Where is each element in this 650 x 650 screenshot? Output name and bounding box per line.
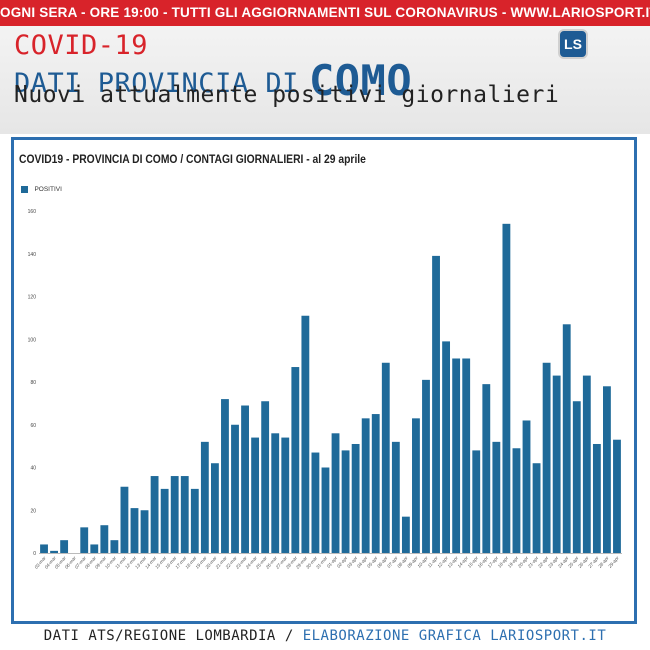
top-banner: OGNI SERA - ORE 19:00 - TUTTI GLI AGGIOR… (0, 0, 650, 26)
x-tick-label: 29-apr (607, 555, 620, 570)
title-province-prefix: DATI PROVINCIA DI (14, 68, 299, 99)
bar (170, 476, 179, 553)
bar (120, 486, 129, 553)
bar (100, 525, 109, 553)
footer-credit: ELABORAZIONE GRAFICA LARIOSPORT.IT (302, 628, 607, 644)
footer-separator: / (284, 628, 294, 644)
bar (190, 488, 199, 554)
bar (210, 463, 219, 553)
bar (130, 508, 139, 553)
lariosport-logo-icon: LS (558, 29, 588, 59)
bar (321, 467, 330, 553)
y-tick-label: 60 (30, 423, 36, 429)
y-tick-label: 80 (30, 380, 36, 386)
bar (532, 463, 541, 553)
bar (261, 401, 270, 553)
bar (381, 362, 390, 553)
bar (422, 379, 430, 553)
footer-source: DATI ATS/REGIONE LOMBARDIA (43, 628, 276, 644)
bar (291, 367, 300, 553)
chart-frame: COVID19 - PROVINCIA DI COMO / CONTAGI GI… (11, 137, 637, 624)
footer: DATI ATS/REGIONE LOMBARDIA / ELABORAZION… (0, 628, 650, 650)
bar (542, 362, 551, 553)
bar (562, 324, 571, 553)
bar (40, 544, 48, 553)
bar (150, 476, 159, 553)
bar (572, 401, 581, 553)
bar (251, 437, 260, 553)
y-tick-label: 160 (28, 209, 37, 215)
bar (442, 341, 451, 553)
bar (552, 375, 561, 553)
y-tick-label: 0 (33, 551, 36, 557)
header-area: COVID-19 DATI PROVINCIA DI COMO Nuovi at… (0, 26, 650, 134)
bar (60, 540, 69, 553)
x-tick-label: 23-apr (546, 555, 559, 570)
bar (472, 450, 481, 553)
bar (231, 424, 239, 553)
y-tick-label: 140 (28, 252, 37, 258)
chart-title: COVID19 - PROVINCIA DI COMO / CONTAGI GI… (19, 152, 366, 166)
title-province-city: COMO (308, 56, 413, 105)
bar (371, 414, 380, 553)
bar (271, 433, 280, 553)
bar (281, 437, 290, 553)
bar (361, 418, 370, 553)
bar (341, 450, 350, 553)
bar (492, 441, 501, 553)
bar (140, 510, 149, 553)
bar (502, 223, 511, 553)
x-tick-label: 31-mar (315, 555, 328, 570)
title-province: DATI PROVINCIA DI COMO (14, 53, 413, 105)
y-tick-label: 120 (28, 295, 37, 301)
y-tick-label: 40 (30, 466, 36, 472)
bar (592, 443, 601, 553)
bar (221, 399, 229, 553)
bar (160, 488, 169, 554)
title-subtitle: Nuovi attualmente positivi giornalieri (14, 82, 560, 108)
y-tick-label: 20 (30, 508, 36, 514)
bar (200, 441, 209, 553)
bar (512, 448, 521, 553)
bar (452, 358, 461, 553)
bar (412, 418, 420, 553)
y-tick-label: 100 (28, 337, 37, 343)
bar-chart: 02040608010012014016003-mar04-mar05-mar0… (28, 209, 622, 571)
bar (522, 420, 531, 553)
bar (331, 433, 340, 553)
bar (603, 386, 611, 553)
chart-legend: POSITIVI (21, 181, 62, 194)
legend-label: POSITIVI (34, 186, 62, 194)
bar (80, 527, 89, 553)
bar (582, 375, 591, 553)
bar (432, 255, 440, 553)
title-covid: COVID-19 (14, 30, 149, 61)
legend-swatch (21, 186, 28, 194)
bar (110, 540, 119, 553)
bar (241, 405, 249, 553)
bar (180, 476, 189, 553)
bar (311, 452, 320, 553)
bar (50, 550, 58, 553)
bar (401, 516, 410, 553)
bar (301, 315, 310, 553)
bar (391, 441, 400, 553)
bar (482, 384, 491, 553)
bar (351, 443, 360, 553)
bar (462, 358, 471, 553)
bar (90, 544, 99, 553)
bar (613, 439, 621, 553)
